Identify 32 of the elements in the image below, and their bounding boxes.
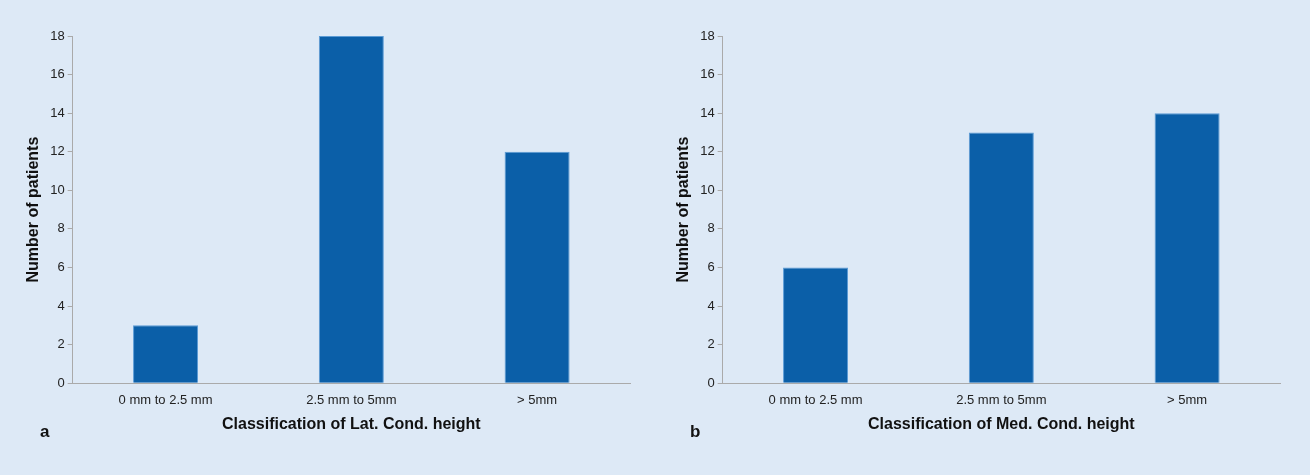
y-tick-label: 14 [700,104,715,120]
y-tick-label: 12 [50,143,65,159]
y-tick-label: 2 [57,336,65,352]
y-tick-label: 8 [57,220,65,236]
y-tick-label: 10 [50,181,65,197]
x-axis-title: Classification of Lat. Cond. height [221,414,482,432]
x-tick-label: > 5mm [1167,391,1208,407]
y-tick-label: 18 [700,27,715,43]
x-tick-label: 2.5 mm to 5mm [956,391,1047,407]
x-tick-label: > 5mm [517,391,558,407]
y-tick-label: 14 [50,104,65,120]
y-tick-label: 16 [700,66,715,82]
x-axis-title: Classification of Med. Cond. height [867,414,1136,432]
x-tick-label: 0 mm to 2.5 mm [768,391,863,407]
y-axis-title: Number of patients [674,136,692,283]
y-tick-label: 6 [57,259,65,275]
y-tick-label: 4 [707,297,715,313]
y-tick-label: 18 [50,27,65,43]
y-tick-label: 6 [707,259,715,275]
y-tick-label: 8 [707,220,715,236]
y-tick-label: 0 [57,374,65,390]
y-tick-label: 4 [57,297,65,313]
text: a [40,422,50,442]
y-tick-label: 12 [700,143,715,159]
y-tick-label: 10 [700,181,715,197]
x-tick-label: 2.5 mm to 5mm [306,391,397,407]
y-tick-label: 0 [707,374,715,390]
y-tick-label: 16 [50,66,65,82]
x-tick-label: 0 mm to 2.5 mm [118,391,213,407]
y-tick-label: 2 [707,336,715,352]
y-axis-title: Number of patients [24,136,42,283]
text: b [690,422,701,442]
